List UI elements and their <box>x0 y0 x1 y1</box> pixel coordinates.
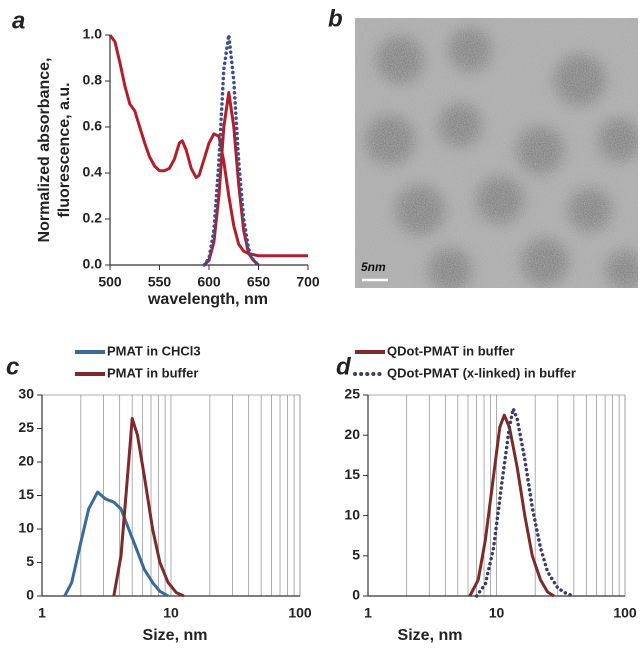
y-tick-label: 0.6 <box>83 118 103 134</box>
y-tick-label: 15 <box>344 466 360 482</box>
x-axis-label: Size, nm <box>398 627 463 644</box>
y-tick-label: 10 <box>18 520 34 536</box>
y-tick-label: 0.0 <box>83 256 103 272</box>
x-tick-label: 650 <box>247 274 271 290</box>
panel-label: d <box>336 353 352 380</box>
y-tick-label: 0.2 <box>83 210 103 226</box>
x-tick-label: 550 <box>148 274 172 290</box>
y-tick-label: 10 <box>344 506 360 522</box>
y-tick-label: 25 <box>344 386 360 402</box>
legend-label: QDot-PMAT in buffer <box>387 343 515 358</box>
scale-bar-label: 5nm <box>361 260 386 274</box>
y-tick-label: 0 <box>352 587 360 603</box>
y-tick-label: 20 <box>18 453 34 469</box>
x-tick-label: 10 <box>489 605 505 621</box>
x-tick-label: 100 <box>288 605 312 621</box>
series-line <box>112 417 185 598</box>
y-tick-label: 15 <box>18 486 34 502</box>
y-tick-label: 1.0 <box>83 26 103 42</box>
y-tick-label: 30 <box>18 386 34 402</box>
x-tick-label: 700 <box>296 274 320 290</box>
y-tick-label: 0.8 <box>83 72 103 88</box>
y-tick-label: 5 <box>26 553 34 569</box>
legend-label: PMAT in buffer <box>107 365 198 380</box>
y-tick-label: 0 <box>26 587 34 603</box>
panel-label: a <box>12 7 25 34</box>
x-tick-label: 10 <box>163 605 179 621</box>
x-axis-label: wavelength, nm <box>147 291 268 308</box>
series-line <box>474 406 576 598</box>
y-tick-label: 20 <box>344 426 360 442</box>
legend-label: QDot-PMAT (x-linked) in buffer <box>387 365 576 380</box>
tem-image <box>355 18 638 288</box>
series-line <box>468 413 555 598</box>
y-tick-label: 0.4 <box>83 164 103 180</box>
x-tick-label: 1 <box>38 605 46 621</box>
x-tick-label: 100 <box>613 605 637 621</box>
x-tick-label: 1 <box>364 605 372 621</box>
x-tick-label: 600 <box>197 274 221 290</box>
series-line <box>202 33 261 267</box>
x-axis-label: Size, nm <box>143 627 208 644</box>
y-tick-label: 25 <box>18 419 34 435</box>
y-axis-label: fluorescence, a.u. <box>56 82 73 217</box>
series-line <box>108 34 308 258</box>
y-axis-label: Normalized absorbance, <box>36 58 53 243</box>
panel-label: c <box>6 353 19 380</box>
legend-label: PMAT in CHCl3 <box>107 343 201 358</box>
panel-label: b <box>328 5 343 32</box>
x-tick-label: 500 <box>98 274 122 290</box>
y-tick-label: 5 <box>352 547 360 563</box>
series-line <box>203 91 260 267</box>
series-line <box>63 490 169 598</box>
